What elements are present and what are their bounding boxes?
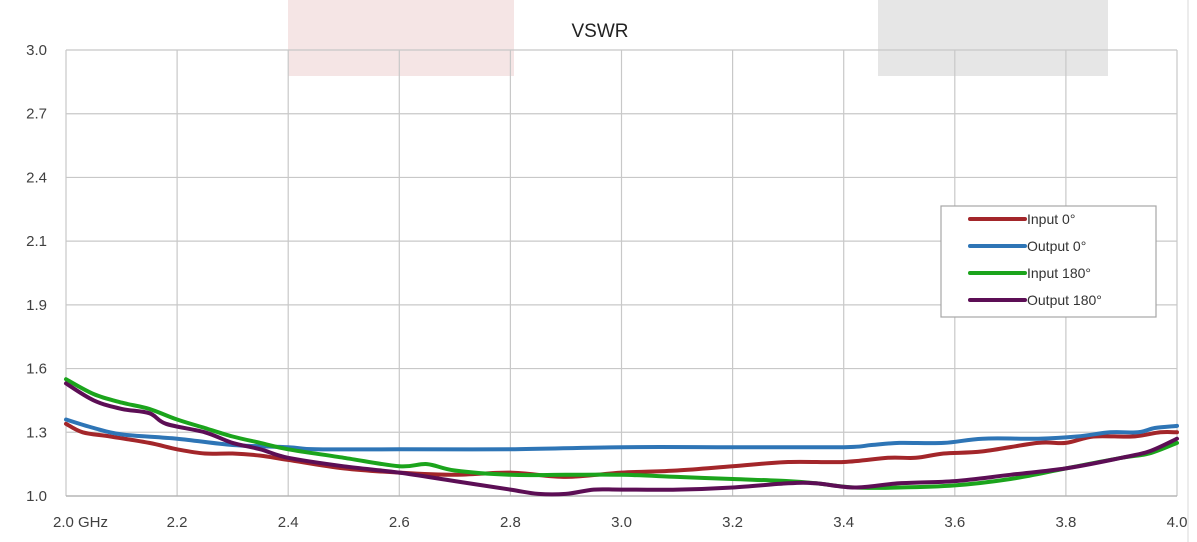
legend-label-4: Output 180° (1027, 292, 1102, 308)
x-tick-label: 3.6 (944, 514, 965, 531)
y-tick-label: 2.4 (26, 169, 47, 186)
legend: Input 0° Output 0° Input 180° Output 180° (940, 205, 1157, 318)
series-line-2 (64, 417, 1179, 452)
y-tick-label: 1.3 (26, 424, 47, 441)
y-tick-label: 1.6 (26, 361, 47, 378)
y-tick-label: 3.0 (26, 42, 47, 59)
x-tick-label: 3.8 (1055, 514, 1076, 531)
series-line-4 (64, 381, 1179, 497)
y-axis-tick-labels: 1.0 1.3 1.6 1.9 2.1 2.4 2.7 3.0 (26, 42, 47, 505)
y-tick-label: 1.9 (26, 297, 47, 314)
legend-label-3: Input 180° (1027, 265, 1091, 281)
x-tick-label: 3.2 (722, 514, 743, 531)
y-tick-label: 1.0 (26, 488, 47, 505)
legend-label-2: Output 0° (1027, 238, 1086, 254)
x-tick-label: 4.0 (1167, 514, 1188, 531)
grid-lines (65, 0, 1189, 542)
title-decoration-right (878, 0, 1108, 76)
title-decoration-left (288, 0, 514, 76)
chart-title: VSWR (572, 21, 629, 42)
x-tick-label: 2.6 (389, 514, 410, 531)
series-line-3 (64, 377, 1179, 490)
x-tick-label: 2.8 (500, 514, 521, 531)
y-tick-label: 2.7 (26, 106, 47, 123)
x-tick-label: 2.2 (167, 514, 188, 531)
data-series (64, 377, 1179, 497)
x-tick-label: 3.0 (611, 514, 632, 531)
x-tick-label: 2.4 (278, 514, 299, 531)
y-tick-label: 2.1 (26, 233, 47, 250)
legend-label-1: Input 0° (1027, 211, 1075, 227)
x-tick-label: 3.4 (833, 514, 854, 531)
x-tick-label: 2.0 GHz (53, 514, 108, 531)
x-axis-tick-labels: 2.0 GHz 2.2 2.4 2.6 2.8 3.0 3.2 3.4 3.6 3.8 4.0 (53, 514, 1187, 531)
series-line-1 (64, 421, 1179, 479)
